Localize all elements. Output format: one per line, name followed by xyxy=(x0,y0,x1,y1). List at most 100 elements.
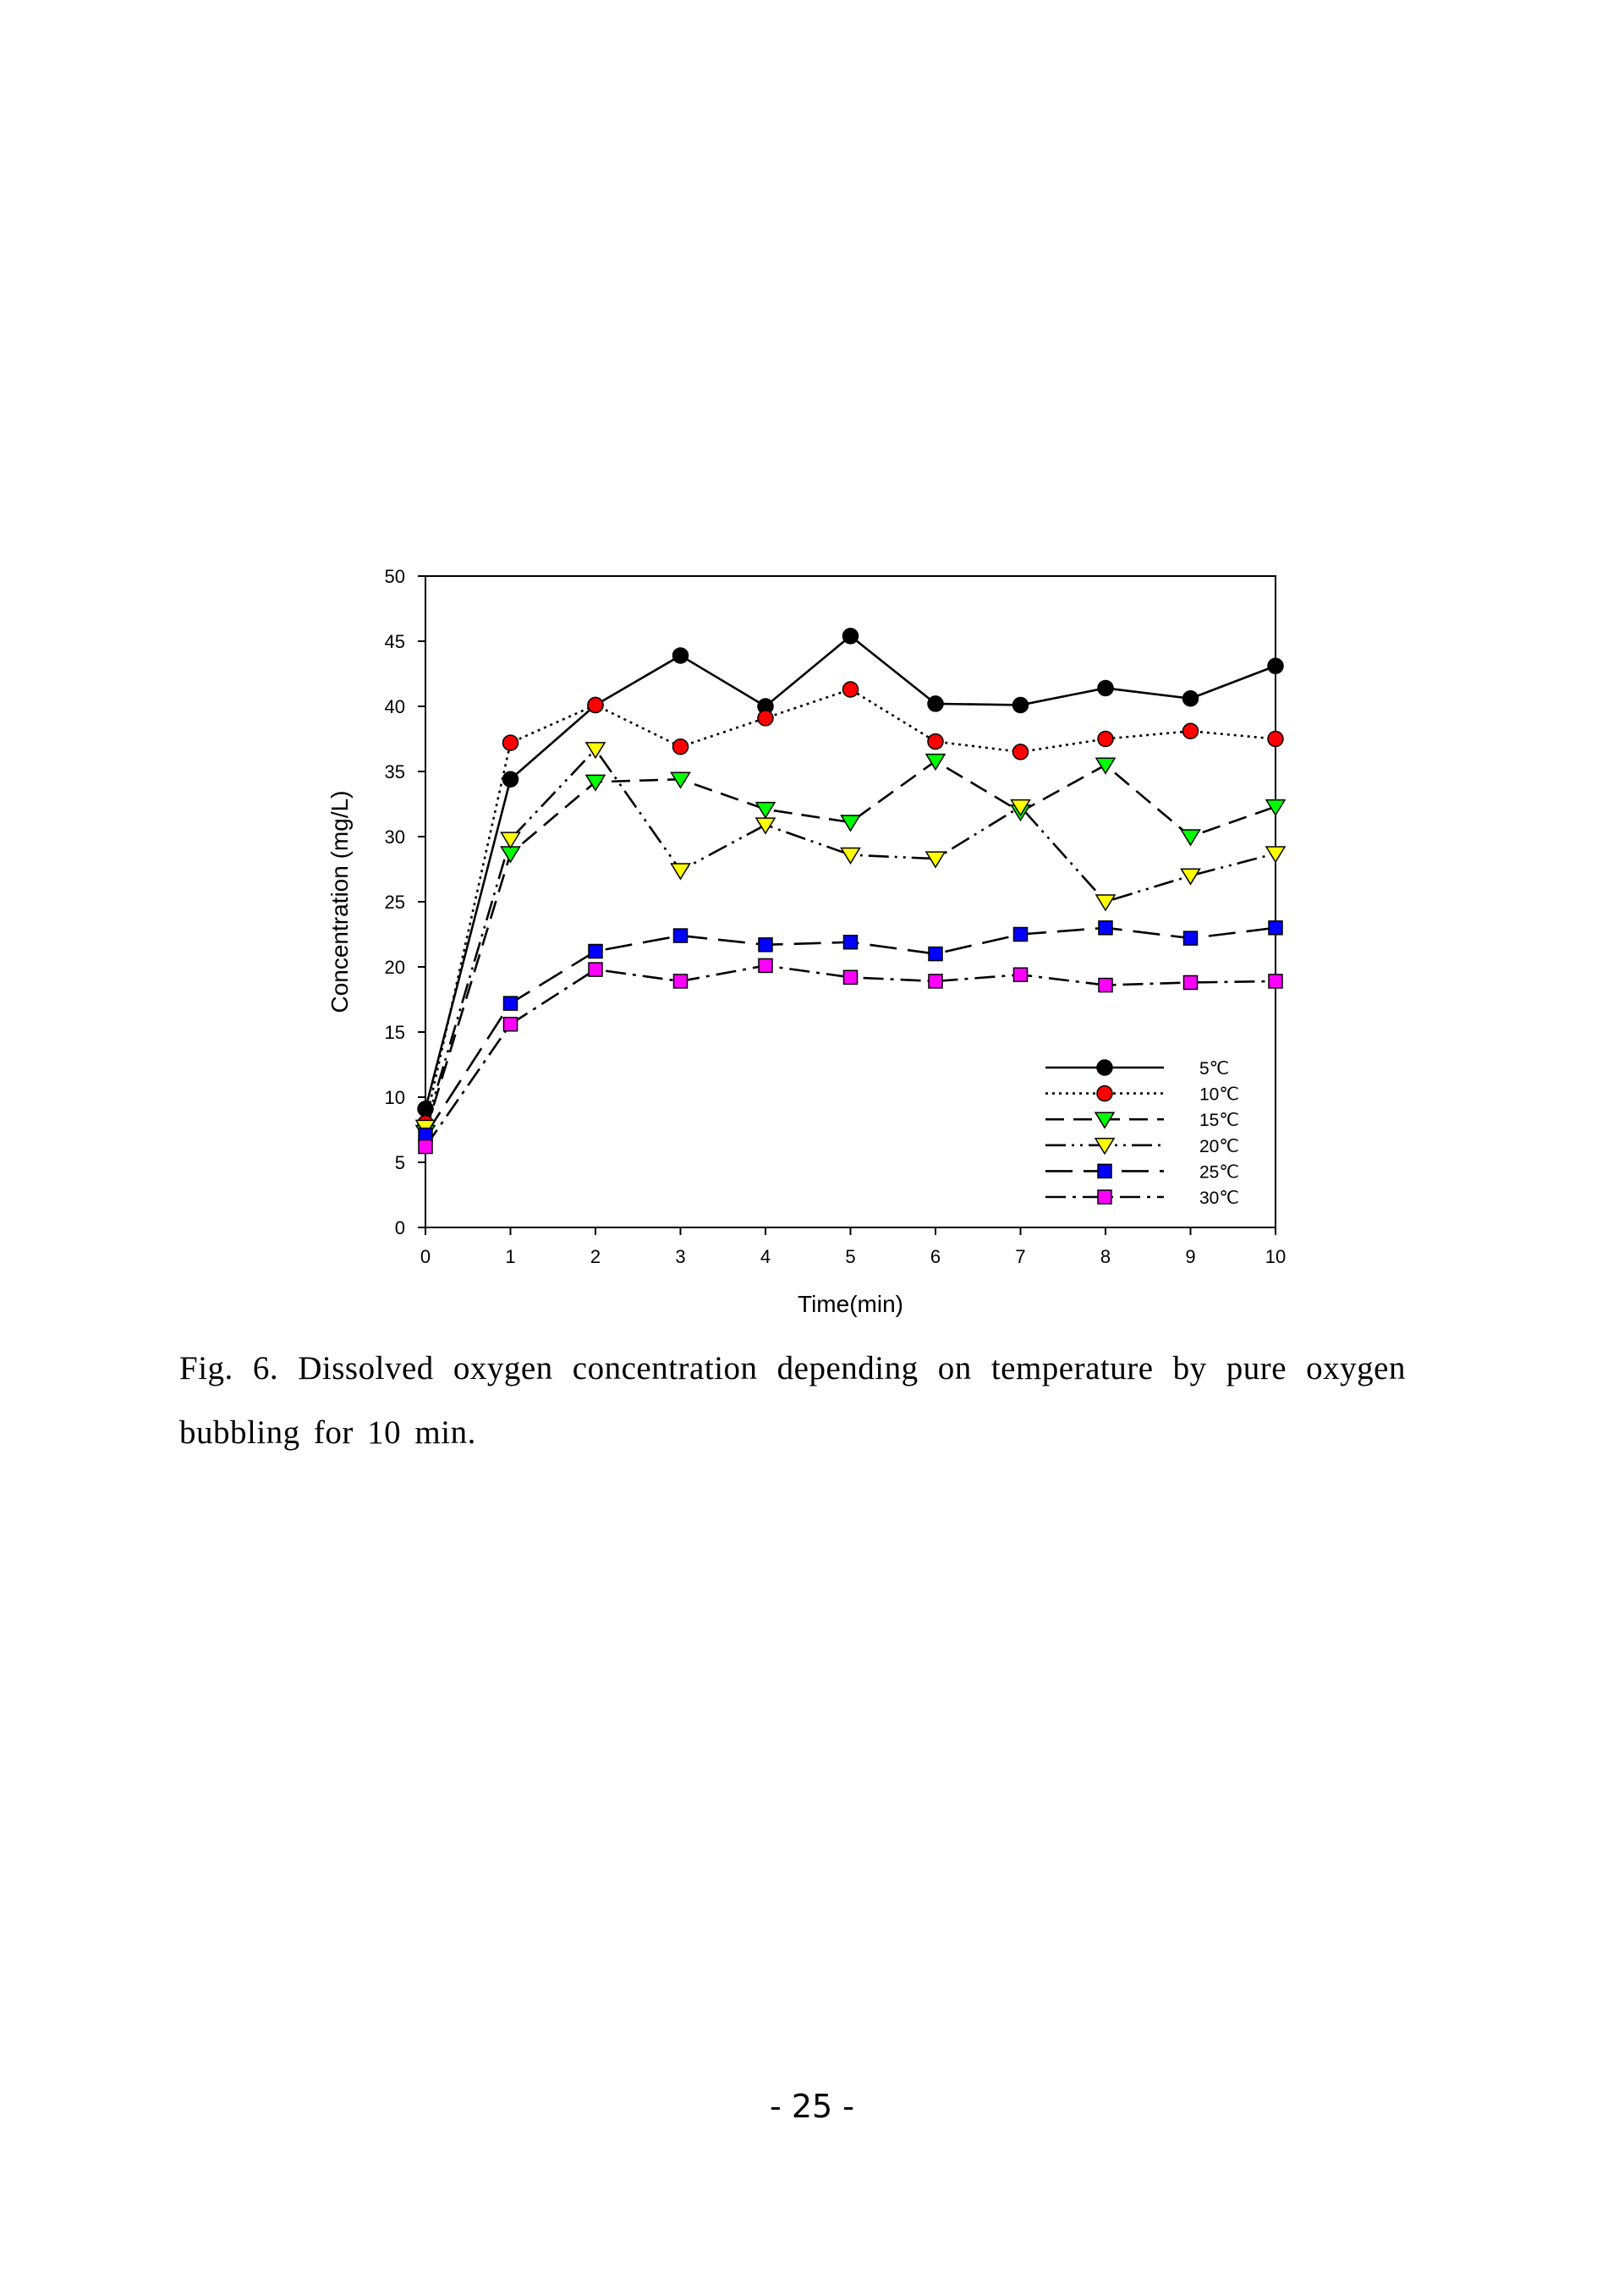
series-4-point xyxy=(1268,920,1283,936)
series-1-point xyxy=(1097,730,1114,748)
series-5-point xyxy=(928,974,943,989)
series-1-point xyxy=(757,710,774,727)
legend-label-2: 15℃ xyxy=(1199,1111,1239,1130)
y-tick-label: 20 xyxy=(385,957,405,978)
series-5-point xyxy=(758,958,773,974)
series-3-point xyxy=(500,832,521,849)
series-4-point xyxy=(842,934,859,950)
y-tick-label: 10 xyxy=(385,1087,405,1108)
x-tick-label: 6 xyxy=(930,1246,941,1267)
y-tick-label: 5 xyxy=(395,1152,405,1173)
series-3-point xyxy=(1010,799,1031,817)
series-4-point xyxy=(758,937,773,953)
series-2-point xyxy=(840,815,861,832)
legend-marker-0 xyxy=(1096,1059,1113,1076)
series-4-point xyxy=(672,928,689,943)
legend-label-4: 25℃ xyxy=(1199,1162,1239,1182)
series-line-2 xyxy=(424,760,1276,1133)
series-3-point xyxy=(670,863,691,881)
series-4-point xyxy=(588,943,603,959)
series-3-point xyxy=(1265,846,1287,864)
y-axis-label: Concentration (mg/L) xyxy=(326,790,353,1013)
series-0-point xyxy=(417,1101,434,1117)
series-3-point xyxy=(1095,894,1116,912)
y-tick-label: 50 xyxy=(385,566,405,587)
series-3-point xyxy=(924,851,946,869)
series-0-point xyxy=(1182,690,1199,707)
legend-marker-2 xyxy=(1094,1112,1116,1129)
x-tick-label: 0 xyxy=(420,1246,431,1267)
series-3-point xyxy=(1180,868,1201,886)
x-tick-label: 9 xyxy=(1185,1246,1195,1267)
x-tick-label: 4 xyxy=(760,1246,771,1267)
x-tick-label: 10 xyxy=(1265,1246,1286,1267)
series-5-point xyxy=(1012,967,1029,982)
x-tick-label: 2 xyxy=(590,1246,601,1267)
series-line-0 xyxy=(424,634,1276,1110)
series-0-point xyxy=(1097,679,1114,697)
y-tick-label: 30 xyxy=(385,826,405,848)
legend-label-3: 20℃ xyxy=(1199,1137,1239,1156)
series-2-point xyxy=(754,801,776,820)
y-tick-label: 45 xyxy=(385,631,405,652)
series-5-point xyxy=(842,969,859,986)
series-5-point xyxy=(418,1139,433,1155)
legend-marker-4 xyxy=(1097,1163,1112,1179)
series-line-5 xyxy=(424,964,1276,1148)
series-0-point xyxy=(1267,657,1284,675)
series-1-point xyxy=(927,733,944,750)
series-1-point xyxy=(1012,744,1029,760)
series-4-point xyxy=(1182,931,1199,946)
series-5-point xyxy=(1182,975,1199,991)
legend-marker-3 xyxy=(1094,1138,1116,1156)
series-4-point xyxy=(1098,920,1113,936)
series-2-point xyxy=(924,753,946,771)
series-5-point xyxy=(502,1017,518,1032)
x-tick-label: 7 xyxy=(1015,1246,1025,1267)
series-4-point xyxy=(928,946,943,962)
series-2-point xyxy=(1265,799,1287,817)
series-1-point xyxy=(587,696,604,714)
x-axis-label: Time(min) xyxy=(798,1291,903,1317)
x-tick-label: 3 xyxy=(675,1246,685,1267)
series-line-1 xyxy=(424,688,1276,1124)
plot-frame xyxy=(425,575,1276,1228)
series-0-point xyxy=(842,628,859,645)
x-tick-label: 5 xyxy=(845,1246,855,1267)
legend-marker-1 xyxy=(1096,1084,1113,1102)
series-2-point xyxy=(1180,829,1201,847)
series-5-point xyxy=(1268,974,1283,989)
legend-label-1: 10℃ xyxy=(1199,1085,1239,1105)
series-1-point xyxy=(1267,730,1284,748)
y-tick-label: 35 xyxy=(385,761,405,782)
series-3-point xyxy=(754,817,776,835)
series-1-point xyxy=(672,738,689,755)
legend-marker-5 xyxy=(1097,1189,1112,1205)
series-1-point xyxy=(842,681,859,698)
page-number: - 25 - xyxy=(770,2088,854,2125)
series-3-point xyxy=(584,742,606,760)
series-3-point xyxy=(840,847,861,865)
series-5-point xyxy=(672,974,689,989)
legend-label-5: 30℃ xyxy=(1199,1189,1239,1208)
series-0-point xyxy=(672,647,689,664)
series-0-point xyxy=(1012,696,1029,714)
series-2-point xyxy=(670,771,691,789)
series-4-point xyxy=(1012,926,1029,942)
series-0-point xyxy=(502,771,519,788)
series-1-point xyxy=(502,734,519,751)
series-line-4 xyxy=(424,926,1276,1136)
series-2-point xyxy=(1095,757,1116,775)
y-tick-label: 25 xyxy=(385,892,405,913)
legend-label-0: 5℃ xyxy=(1199,1059,1229,1079)
series-2-point xyxy=(584,774,606,792)
x-tick-label: 1 xyxy=(505,1246,515,1267)
y-tick-label: 0 xyxy=(395,1217,405,1238)
series-1-point xyxy=(1182,722,1199,740)
series-0-point xyxy=(927,695,944,712)
x-tick-label: 8 xyxy=(1100,1246,1111,1267)
y-tick-label: 15 xyxy=(385,1022,405,1043)
y-tick-label: 40 xyxy=(385,696,405,717)
series-4-point xyxy=(502,996,518,1011)
